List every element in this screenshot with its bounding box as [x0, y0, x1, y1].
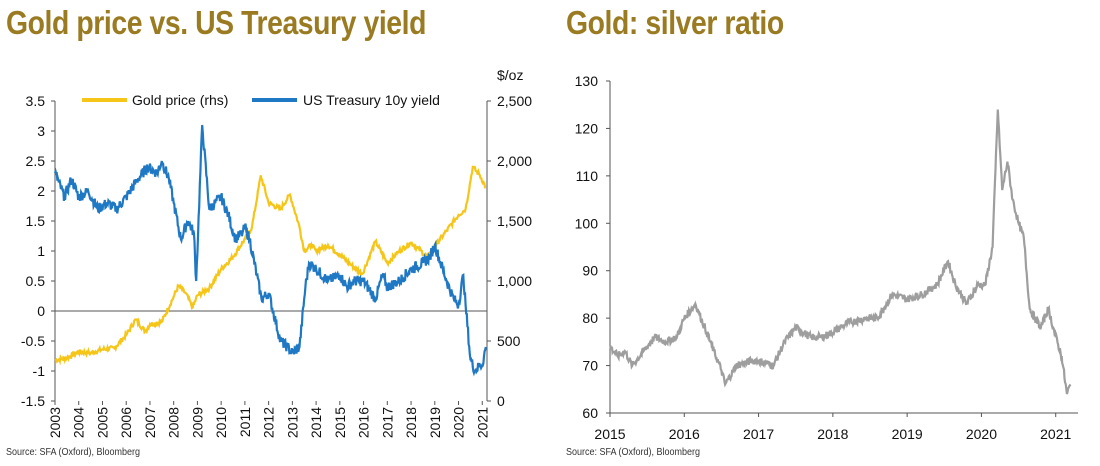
left-y-tick-label: 0.5 — [26, 273, 46, 289]
ratio-y-tick-label: 90 — [582, 263, 598, 279]
left-x-tick-label: 2014 — [308, 407, 324, 438]
ratio-x-tick-label: 2021 — [1040, 426, 1071, 442]
left-chart-source: Source: SFA (Oxford), Bloomberg — [6, 447, 141, 458]
left-chart-title: Gold price vs. US Treasury yield — [6, 4, 427, 41]
ratio-x-tick-label: 2019 — [892, 426, 923, 442]
left-x-tick-label: 2019 — [427, 407, 443, 438]
left-y-tick-label: 0 — [37, 303, 45, 319]
left-x-tick-label: 2004 — [71, 407, 87, 438]
left-x-tick-label: 2016 — [356, 407, 372, 438]
left-x-tick-label: 2008 — [166, 407, 182, 438]
ratio-y-tick-label: 100 — [575, 215, 599, 231]
treasury-yield-line — [53, 124, 487, 377]
left-x-tick-label: 2017 — [379, 407, 395, 438]
left-x-tick-label: 2011 — [237, 407, 253, 437]
right-y-tick-label: 1,500 — [497, 213, 532, 229]
left-y-tick-label: -0.5 — [21, 333, 45, 349]
left-y-tick-label: 2 — [37, 183, 45, 199]
left-y-tick-label: 1 — [37, 243, 45, 259]
left-y-tick-label: 2.5 — [26, 153, 46, 169]
left-y-tick-label: 3 — [37, 123, 45, 139]
right-chart-source: Source: SFA (Oxford), Bloomberg — [566, 447, 701, 458]
gold-price-line — [54, 165, 487, 366]
right-y-tick-label: 2,500 — [497, 93, 532, 109]
ratio-x-tick-label: 2015 — [594, 426, 625, 442]
right-y-tick-label: 0 — [497, 393, 505, 409]
ratio-x-tick-label: 2018 — [817, 426, 848, 442]
ratio-x-tick-label: 2016 — [669, 426, 700, 442]
legend-label-treasury: US Treasury 10y yield — [303, 92, 440, 108]
left-x-tick-label: 2003 — [47, 407, 63, 438]
ratio-y-tick-label: 120 — [575, 120, 599, 136]
right-y-tick-label: 500 — [497, 333, 521, 349]
left-x-tick-label: 2005 — [94, 407, 110, 438]
left-y-tick-label: -1.5 — [21, 393, 45, 409]
left-x-tick-label: 2018 — [403, 407, 419, 438]
ratio-y-tick-label: 60 — [582, 405, 598, 421]
right-y-tick-label: 1,000 — [497, 273, 532, 289]
left-x-tick-label: 2007 — [142, 407, 158, 438]
left-x-tick-label: 2010 — [213, 407, 229, 438]
left-x-tick-label: 2015 — [332, 407, 348, 438]
left-x-tick-label: 2012 — [261, 407, 277, 438]
ratio-y-tick-label: 110 — [576, 168, 599, 184]
left-x-tick-label: 2021 — [474, 407, 490, 438]
ratio-y-tick-label: 130 — [575, 73, 599, 89]
right-y-axis-unit: $/oz — [497, 67, 523, 83]
left-y-tick-label: -1 — [33, 363, 46, 379]
left-y-tick-label: 1.5 — [26, 213, 46, 229]
right-chart-title: Gold: silver ratio — [566, 4, 784, 41]
left-y-tick-label: 3.5 — [26, 93, 46, 109]
left-x-tick-label: 2020 — [451, 407, 467, 438]
ratio-y-tick-label: 80 — [582, 310, 598, 326]
left-x-tick-label: 2009 — [189, 407, 205, 438]
ratio-x-tick-label: 2017 — [743, 426, 774, 442]
left-x-tick-label: 2013 — [284, 407, 300, 438]
left-x-tick-label: 2006 — [118, 407, 134, 438]
legend-label-gold: Gold price (rhs) — [132, 92, 228, 108]
right-y-tick-label: 2,000 — [497, 153, 532, 169]
gold-silver-ratio-line — [609, 109, 1072, 395]
ratio-x-tick-label: 2020 — [966, 426, 997, 442]
ratio-y-tick-label: 70 — [582, 358, 598, 374]
